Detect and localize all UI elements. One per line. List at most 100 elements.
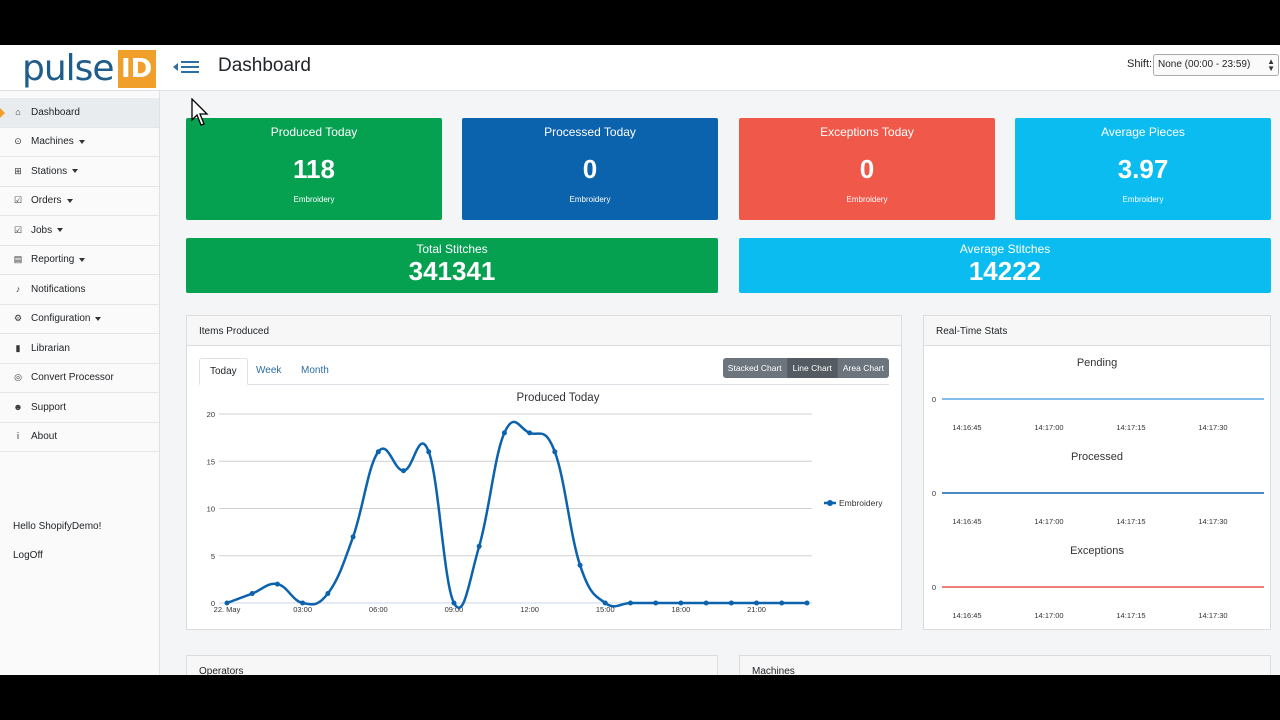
- sidebar-item-support[interactable]: ☻ Support: [0, 393, 159, 423]
- sidebar-item-label: Stations: [31, 165, 68, 177]
- stat-card-value: 3.97: [1117, 154, 1169, 184]
- stat-card-subtitle: Embroidery: [846, 195, 888, 204]
- sidebar-item-about[interactable]: ⅰ About: [0, 423, 159, 452]
- brand-logo[interactable]: pulse ID: [22, 50, 156, 88]
- y-tick-label: 20: [207, 410, 215, 419]
- logoff-link[interactable]: LogOff: [13, 550, 43, 561]
- stat-card-title: Average Pieces: [1101, 125, 1185, 139]
- brand-box: ID: [117, 50, 156, 88]
- data-point[interactable]: [678, 600, 684, 606]
- sidebar-item-dashboard[interactable]: ⌂ Dashboard: [0, 98, 159, 128]
- sidebar-item-label: Configuration: [31, 313, 91, 325]
- sidebar-item-orders[interactable]: ☑ Orders: [0, 187, 159, 216]
- data-point[interactable]: [703, 600, 709, 606]
- stat-card-title: Processed Today: [544, 125, 636, 139]
- page-title: Dashboard: [218, 55, 311, 76]
- shift-select[interactable]: None (00:00 - 23:59) ▲ ▼: [1153, 54, 1279, 76]
- data-point[interactable]: [401, 468, 407, 474]
- x-tick-label: 06:00: [369, 605, 388, 614]
- line-chart-button[interactable]: Line Chart: [787, 358, 838, 378]
- data-point[interactable]: [527, 430, 533, 436]
- brand-text: pulse: [22, 48, 115, 89]
- select-arrows-icon: ▲ ▼: [1267, 57, 1275, 73]
- sidebar-item-convert-processor[interactable]: ◎ Convert Processor: [0, 364, 159, 393]
- shift-label: Shift:: [1127, 58, 1153, 70]
- data-point[interactable]: [602, 600, 608, 606]
- sidebar-item-label: Librarian: [31, 342, 70, 354]
- data-point[interactable]: [779, 600, 785, 606]
- tab-divider: [199, 384, 889, 385]
- data-point[interactable]: [577, 562, 583, 568]
- legend-marker: [827, 500, 833, 506]
- app-frame: pulse ID Dashboard Shift: None (00:00 - …: [0, 45, 1280, 675]
- sidebar-item-stations[interactable]: ⊞ Stations: [0, 157, 159, 187]
- items-produced-panel: Items Produced Today Week Month Stacked …: [186, 315, 902, 630]
- x-tick-label: 14:17:00: [1034, 611, 1063, 620]
- sidebar-item-notifications[interactable]: ♪ Notifications: [0, 275, 159, 305]
- sidebar-item-machines[interactable]: ⊙ Machines: [0, 128, 159, 157]
- x-tick-label: 22. May: [214, 605, 241, 614]
- tab-week[interactable]: Week: [256, 365, 282, 376]
- data-point[interactable]: [653, 600, 659, 606]
- tab-today[interactable]: Today: [199, 358, 248, 385]
- y-tick-label: 0: [932, 583, 936, 592]
- caret-down-icon: [72, 169, 79, 174]
- tab-month[interactable]: Month: [301, 365, 329, 376]
- machines-panel: Machines: [739, 655, 1271, 675]
- greeting-text: Hello ShopifyDemo!: [13, 521, 102, 532]
- mouse-cursor-icon: [191, 98, 209, 126]
- data-point[interactable]: [350, 534, 356, 540]
- data-point[interactable]: [224, 600, 230, 606]
- stat-card-title: Exceptions Today: [820, 125, 914, 139]
- sidebar-item-label: Orders: [31, 195, 62, 207]
- data-point[interactable]: [754, 600, 760, 606]
- sidebar-item-reporting[interactable]: ▤ Reporting: [0, 246, 159, 275]
- data-point[interactable]: [325, 591, 331, 597]
- stat-card-value: 0: [859, 154, 875, 184]
- stations-icon: ⊞: [14, 165, 22, 176]
- legend-label: Embroidery: [839, 498, 883, 508]
- machine-icon: ⊙: [14, 136, 22, 147]
- x-tick-label: 15:00: [596, 605, 615, 614]
- x-tick-label: 14:17:00: [1034, 423, 1063, 432]
- data-point[interactable]: [476, 543, 482, 549]
- book-icon: ▮: [15, 342, 21, 353]
- data-point[interactable]: [249, 591, 255, 597]
- total-card-average-stitches: Average Stitches 14222: [739, 238, 1271, 293]
- stat-card-produced-today: Produced Today 118 Embroidery: [186, 118, 442, 220]
- data-point[interactable]: [451, 600, 457, 606]
- stat-card-exceptions-today: Exceptions Today 0 Embroidery: [739, 118, 995, 220]
- convert-icon: ◎: [14, 372, 22, 383]
- x-tick-label: 14:17:15: [1116, 423, 1145, 432]
- operators-panel: Operators: [186, 655, 718, 675]
- data-point[interactable]: [552, 449, 558, 455]
- sidebar-item-label: Notifications: [31, 283, 86, 295]
- x-tick-label: 18:00: [672, 605, 691, 614]
- data-point[interactable]: [375, 449, 381, 455]
- data-point[interactable]: [426, 449, 432, 455]
- top-header: pulse ID Dashboard Shift: None (00:00 - …: [0, 45, 1280, 91]
- y-tick-label: 0: [932, 395, 936, 404]
- data-point[interactable]: [274, 581, 280, 587]
- data-point[interactable]: [728, 600, 734, 606]
- data-point[interactable]: [627, 600, 633, 606]
- area-chart-button[interactable]: Area Chart: [837, 358, 889, 378]
- sidebar-toggle-icon[interactable]: [172, 57, 202, 79]
- data-point[interactable]: [804, 600, 810, 606]
- stat-card-title: Produced Today: [270, 125, 358, 139]
- x-tick-label: 14:17:30: [1198, 517, 1227, 526]
- stacked-chart-button[interactable]: Stacked Chart: [722, 358, 788, 378]
- data-point[interactable]: [300, 600, 306, 606]
- chart-legend[interactable]: Embroidery: [824, 498, 883, 508]
- sidebar-item-configuration[interactable]: ⚙ Configuration: [0, 305, 159, 334]
- x-tick-label: 14:16:45: [952, 423, 981, 432]
- sidebar-item-label: About: [31, 431, 58, 443]
- sidebar-item-jobs[interactable]: ☑ Jobs: [0, 216, 159, 246]
- produced-today-chart: Produced Today 0 5 10 15 20 22. May 03:00 06:0…: [207, 392, 884, 614]
- sidebar-item-librarian[interactable]: ▮ Librarian: [0, 334, 159, 364]
- x-tick-label: 12:00: [520, 605, 539, 614]
- total-card-total-stitches: Total Stitches 341341: [186, 238, 718, 293]
- stat-card-subtitle: Embroidery: [1122, 195, 1164, 204]
- data-point[interactable]: [501, 430, 507, 436]
- realtime-chart-title: Exceptions: [1070, 545, 1124, 557]
